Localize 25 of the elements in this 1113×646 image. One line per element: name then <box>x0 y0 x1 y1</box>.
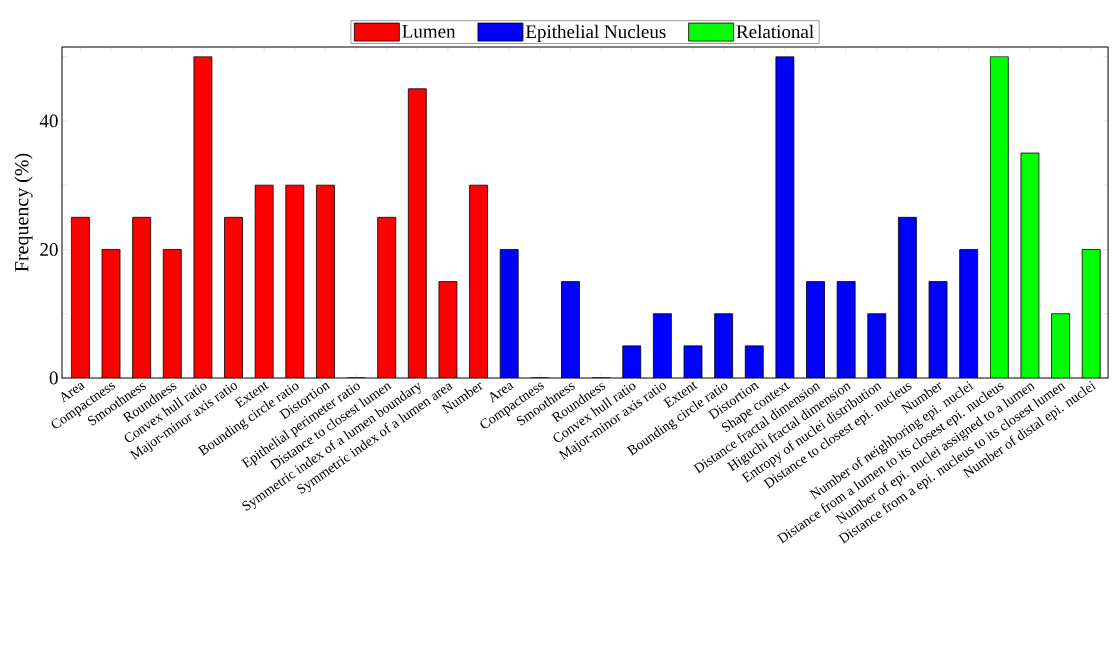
legend-label: Epithelial Nucleus <box>525 24 666 42</box>
bar <box>469 184 488 378</box>
bar <box>561 281 580 378</box>
y-tick-label: 40 <box>39 114 58 128</box>
bar <box>285 184 305 378</box>
bar <box>898 216 917 378</box>
legend-label: Relational <box>736 24 814 39</box>
bar <box>162 249 182 378</box>
bar <box>867 313 887 378</box>
bar <box>224 216 243 378</box>
legend-label: Lumen <box>402 25 456 38</box>
bar <box>132 216 152 378</box>
bar <box>652 313 672 378</box>
y-tick-label: 20 <box>40 243 58 256</box>
bar <box>806 281 825 378</box>
bar <box>407 88 427 378</box>
bar <box>836 281 856 378</box>
bar <box>714 313 734 378</box>
bar <box>70 216 90 378</box>
bar <box>316 184 335 378</box>
bar <box>959 249 979 378</box>
y-axis-title: Frequency (%) <box>14 153 33 272</box>
bar <box>377 216 397 378</box>
bar <box>254 184 274 378</box>
bar <box>499 249 519 378</box>
